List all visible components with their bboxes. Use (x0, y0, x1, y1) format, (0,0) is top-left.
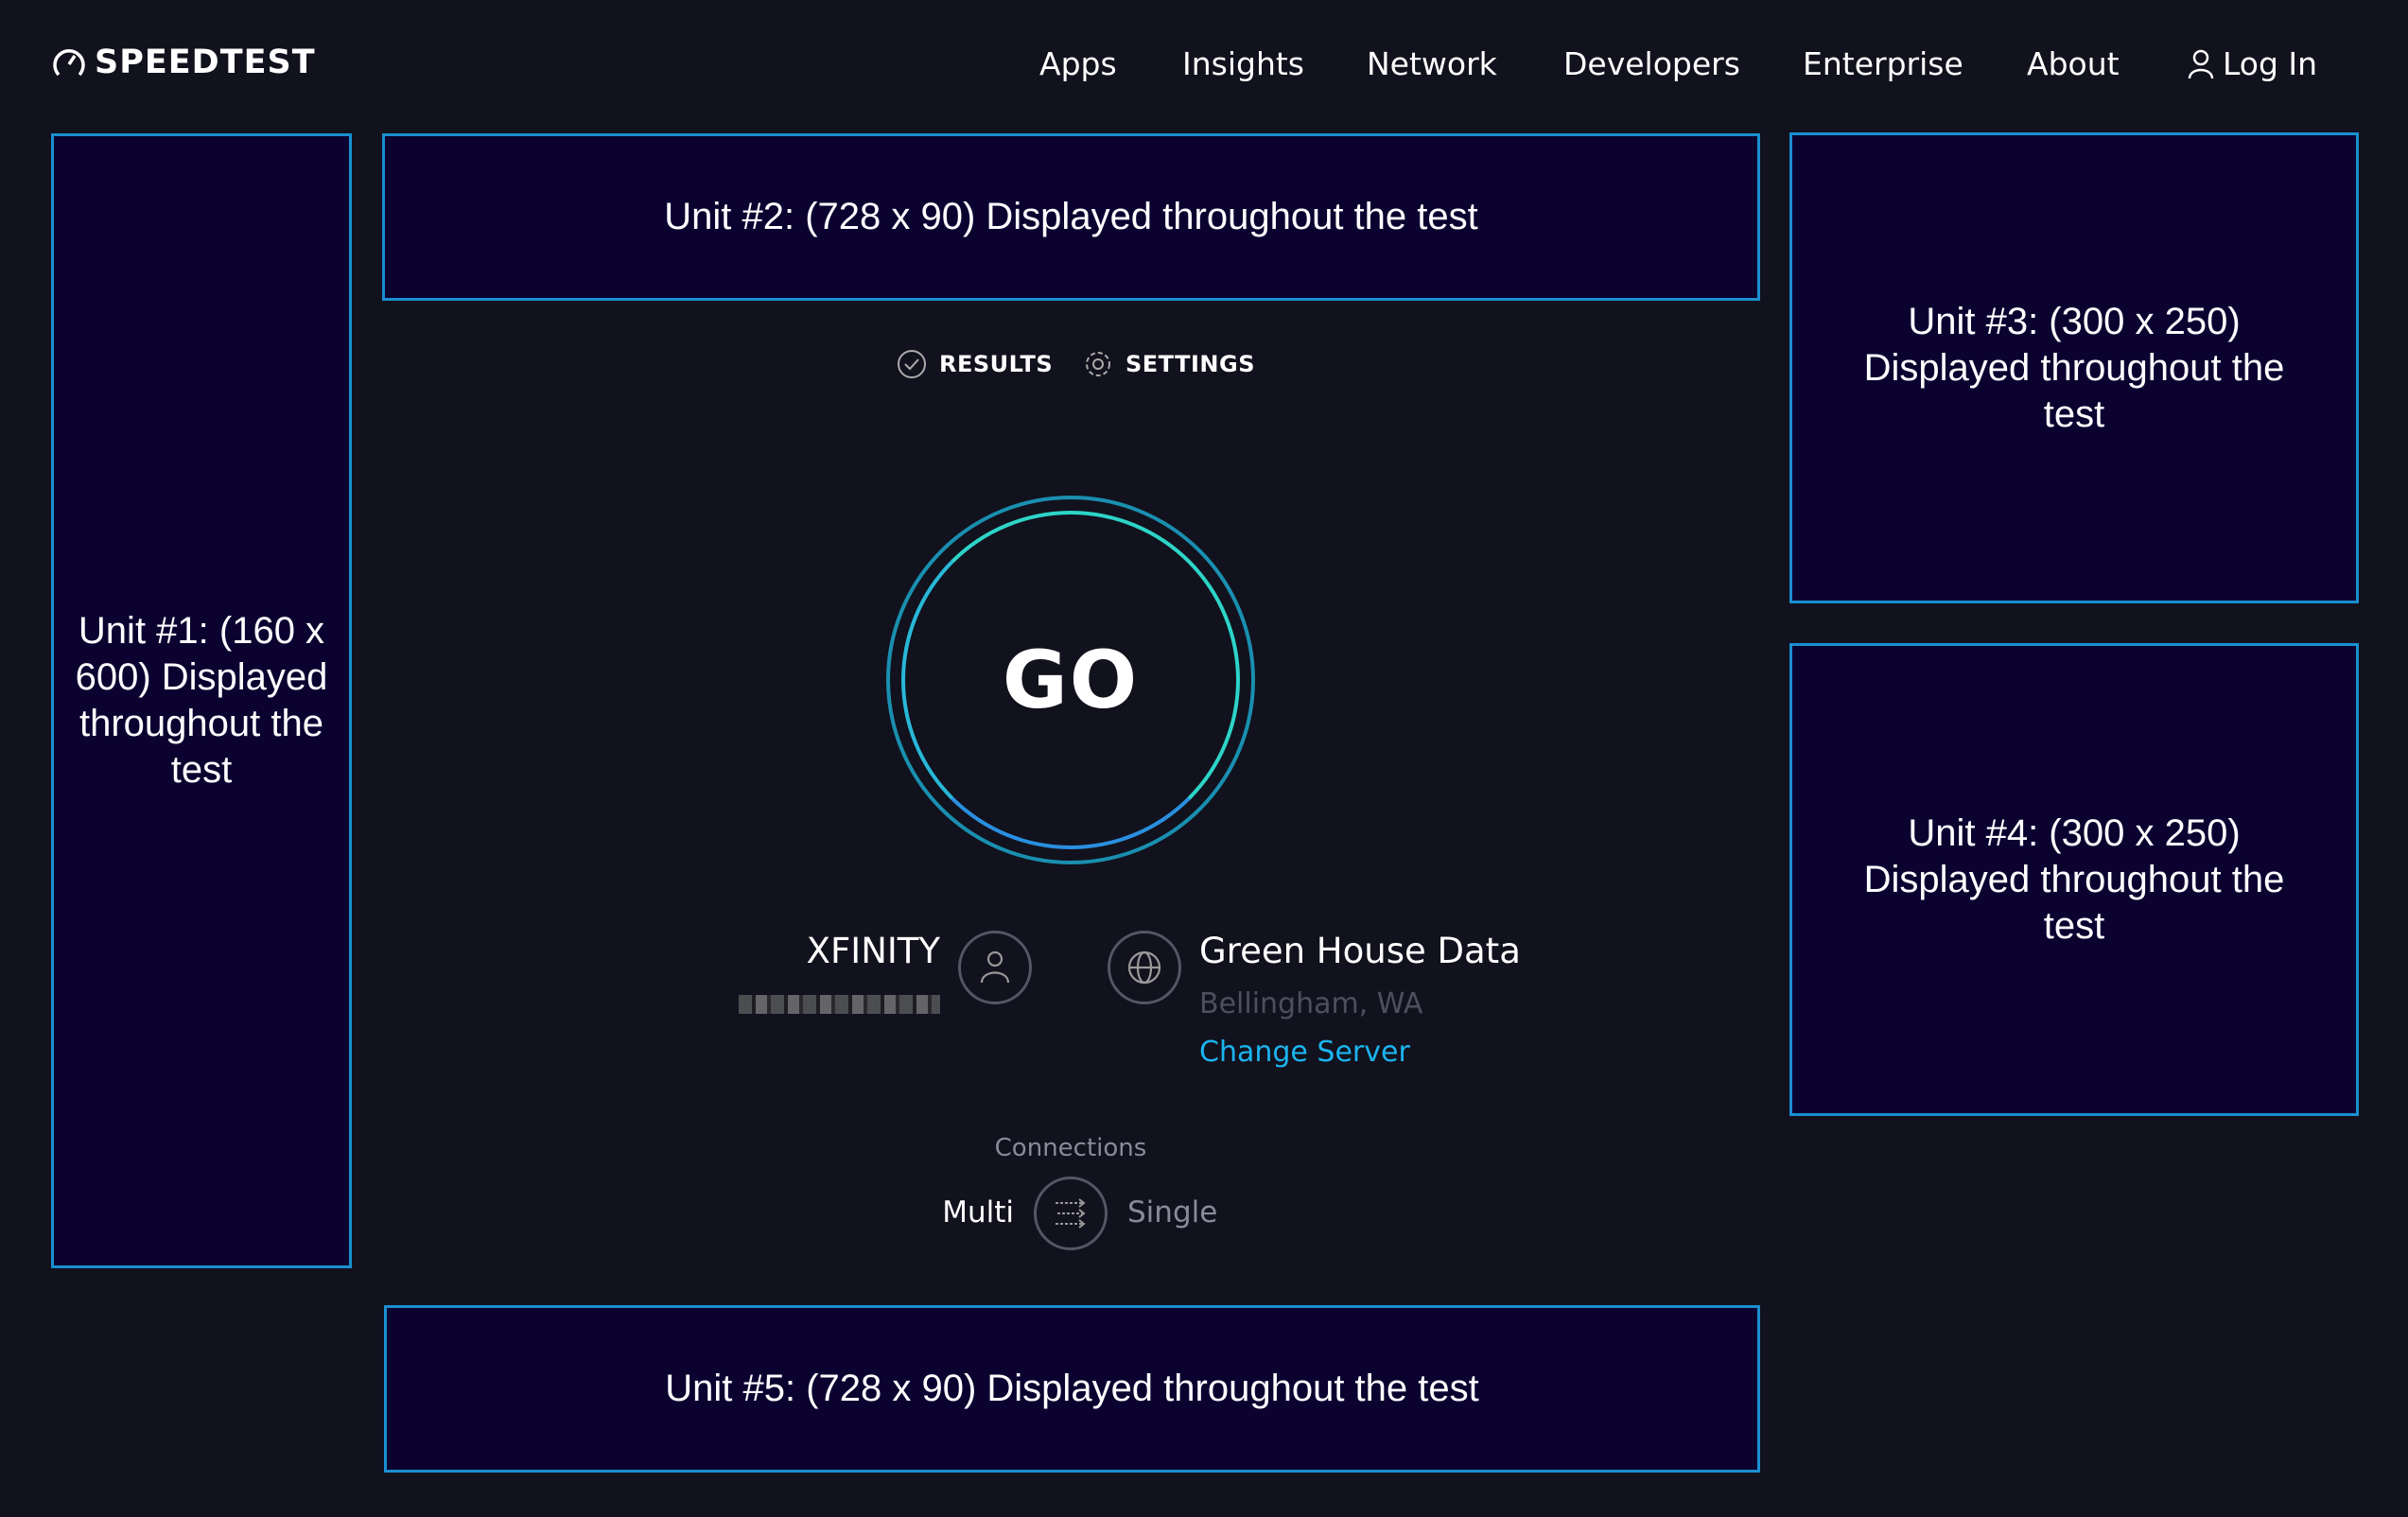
server-location: Bellingham, WA (1199, 987, 1423, 1020)
change-server-link[interactable]: Change Server (1199, 1036, 1410, 1069)
user-icon (980, 950, 1010, 984)
multi-arrows-icon (1056, 1198, 1086, 1229)
isp-icon-circle (958, 931, 1032, 1004)
connections-multi[interactable]: Multi (942, 1195, 1014, 1229)
user-icon (2188, 49, 2214, 79)
isp-name: XFINITY (806, 931, 940, 971)
redacted-ip (739, 995, 940, 1014)
tab-results-label: RESULTS (939, 351, 1054, 377)
ad-unit-4[interactable]: Unit #4: (300 x 250) Displayed throughou… (1789, 643, 2359, 1116)
login-label: Log In (2223, 45, 2318, 82)
tab-settings[interactable]: SETTINGS (1082, 348, 1255, 380)
globe-icon (1127, 950, 1161, 985)
connections-toggle[interactable] (1034, 1177, 1108, 1250)
nav-developers[interactable]: Developers (1563, 45, 1740, 82)
go-label: GO (1002, 634, 1140, 726)
server-icon-circle (1108, 931, 1181, 1004)
nav-enterprise[interactable]: Enterprise (1803, 45, 1963, 82)
logo-text: SPEEDTEST (95, 44, 316, 81)
nav-about[interactable]: About (2027, 45, 2120, 82)
server-name: Green House Data (1199, 931, 1521, 971)
gear-icon (1086, 352, 1110, 376)
check-circle-icon (898, 350, 926, 378)
nav-network[interactable]: Network (1367, 45, 1497, 82)
connections-single[interactable]: Single (1127, 1195, 1218, 1229)
gauge-icon (53, 49, 85, 77)
tab-settings-label: SETTINGS (1125, 351, 1255, 377)
nav-apps[interactable]: Apps (1039, 45, 1117, 82)
go-outer-ring (886, 496, 1255, 864)
nav-insights[interactable]: Insights (1182, 45, 1305, 82)
go-button[interactable]: GO (901, 511, 1240, 849)
tab-results[interactable]: RESULTS (896, 348, 1053, 380)
ad-unit-5[interactable]: Unit #5: (728 x 90) Displayed throughout… (384, 1305, 1760, 1473)
speedtest-logo[interactable]: SPEEDTEST (51, 44, 316, 81)
ad-unit-3[interactable]: Unit #3: (300 x 250) Displayed throughou… (1789, 132, 2359, 603)
login-link[interactable]: Log In (2187, 44, 2317, 85)
ad-unit-2[interactable]: Unit #2: (728 x 90) Displayed throughout… (382, 133, 1760, 301)
connections-label: Connections (994, 1134, 1147, 1162)
ad-unit-1[interactable]: Unit #1: (160 x 600) Displayed throughou… (51, 133, 352, 1268)
